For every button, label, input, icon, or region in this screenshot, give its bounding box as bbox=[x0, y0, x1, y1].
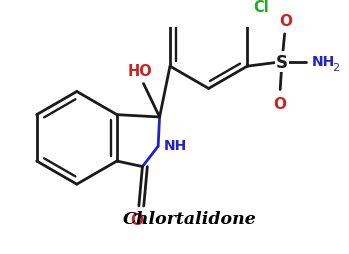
Text: O: O bbox=[273, 96, 286, 111]
Text: O: O bbox=[279, 14, 292, 28]
Text: Chlortalidone: Chlortalidone bbox=[123, 210, 257, 227]
Text: NH: NH bbox=[163, 139, 187, 153]
Text: O: O bbox=[131, 212, 143, 227]
Text: HO: HO bbox=[128, 64, 153, 79]
Text: NH: NH bbox=[312, 55, 335, 69]
Text: S: S bbox=[276, 54, 288, 71]
Text: Cl: Cl bbox=[253, 1, 269, 15]
Text: 2: 2 bbox=[332, 63, 339, 73]
